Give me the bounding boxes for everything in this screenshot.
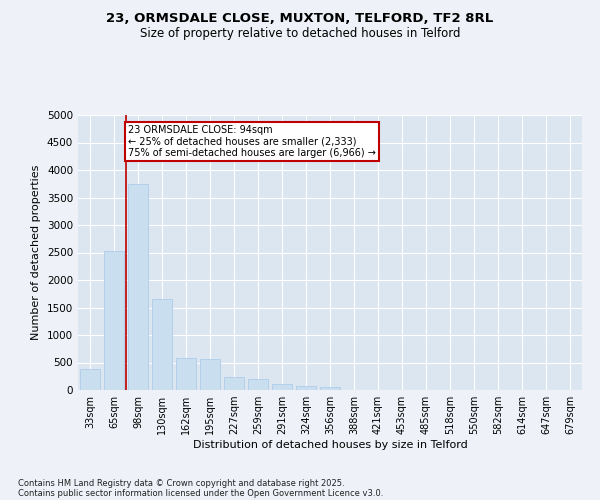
Text: Contains HM Land Registry data © Crown copyright and database right 2025.: Contains HM Land Registry data © Crown c… xyxy=(18,478,344,488)
Bar xyxy=(296,386,316,390)
Bar xyxy=(104,251,124,390)
Text: Size of property relative to detached houses in Telford: Size of property relative to detached ho… xyxy=(140,28,460,40)
Bar xyxy=(152,299,172,390)
Bar xyxy=(224,378,244,390)
Bar xyxy=(200,359,220,390)
X-axis label: Distribution of detached houses by size in Telford: Distribution of detached houses by size … xyxy=(193,440,467,450)
Bar xyxy=(176,358,196,390)
Text: Contains public sector information licensed under the Open Government Licence v3: Contains public sector information licen… xyxy=(18,488,383,498)
Bar xyxy=(320,387,340,390)
Bar xyxy=(272,384,292,390)
Bar xyxy=(248,379,268,390)
Bar xyxy=(80,369,100,390)
Text: 23, ORMSDALE CLOSE, MUXTON, TELFORD, TF2 8RL: 23, ORMSDALE CLOSE, MUXTON, TELFORD, TF2… xyxy=(106,12,494,26)
Y-axis label: Number of detached properties: Number of detached properties xyxy=(31,165,41,340)
Bar xyxy=(128,184,148,390)
Text: 23 ORMSDALE CLOSE: 94sqm
← 25% of detached houses are smaller (2,333)
75% of sem: 23 ORMSDALE CLOSE: 94sqm ← 25% of detach… xyxy=(128,125,376,158)
